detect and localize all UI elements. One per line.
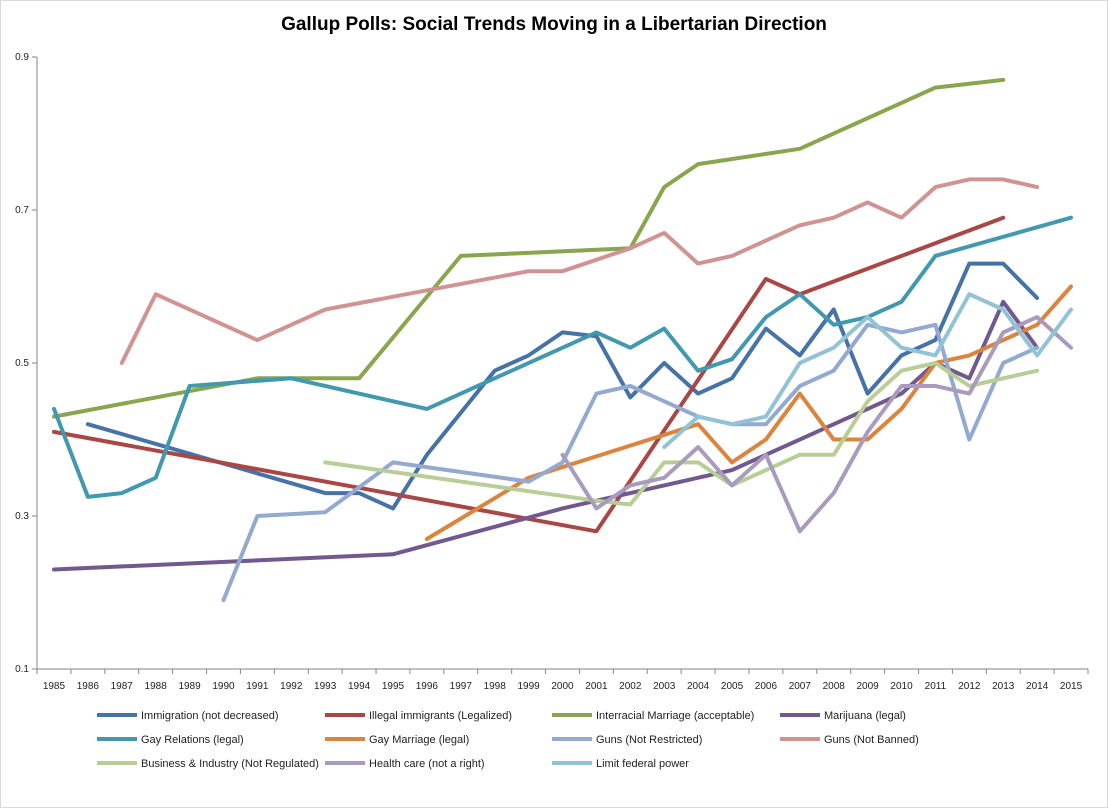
- x-tick-label: 2006: [755, 681, 778, 692]
- y-tick-label: 0.9: [15, 52, 29, 63]
- x-tick-label: 1992: [280, 681, 303, 692]
- x-tick-label: 2014: [1026, 681, 1049, 692]
- x-tick-label: 2004: [687, 681, 710, 692]
- x-tick-label: 2000: [551, 681, 574, 692]
- x-tick-label: 2013: [992, 681, 1015, 692]
- x-tick-label: 1995: [382, 681, 405, 692]
- x-tick-label: 2012: [958, 681, 981, 692]
- series-line-8: [323, 361, 1040, 507]
- legend-label: Marijuana (legal): [824, 710, 906, 722]
- series-line-10: [662, 292, 1073, 450]
- y-tick-label: 0.5: [15, 358, 29, 369]
- x-tick-label: 1994: [348, 681, 371, 692]
- x-tick-label: 1985: [43, 681, 66, 692]
- x-tick-label: 1993: [314, 681, 337, 692]
- x-tick-label: 1996: [416, 681, 439, 692]
- y-tick-label: 0.7: [15, 205, 29, 216]
- x-tick-label: 2011: [925, 681, 947, 692]
- series-line-7: [119, 177, 1040, 365]
- x-tick-label: 1988: [145, 681, 168, 692]
- x-tick-label: 1987: [111, 681, 134, 692]
- x-tick-label: 1991: [246, 681, 269, 692]
- series-line-0: [85, 261, 1040, 511]
- legend-label: Immigration (not decreased): [141, 710, 279, 722]
- x-tick-label: 1999: [517, 681, 540, 692]
- legend-label: Guns (Not Restricted): [596, 734, 702, 746]
- legend-label: Health care (not a right): [369, 758, 485, 770]
- y-tick-label: 0.1: [15, 664, 29, 675]
- x-tick-label: 1997: [450, 681, 473, 692]
- x-tick-label: 1990: [212, 681, 235, 692]
- x-tick-label: 2010: [890, 681, 913, 692]
- legend-label: Business & Industry (Not Regulated): [141, 758, 319, 770]
- x-tick-label: 1989: [178, 681, 201, 692]
- series-line-3: [52, 299, 1040, 572]
- x-tick-label: 2008: [823, 681, 846, 692]
- x-tick-label: 2005: [721, 681, 744, 692]
- x-tick-label: 2003: [653, 681, 676, 692]
- series-line-5: [424, 284, 1073, 541]
- series-line-2: [52, 77, 1006, 419]
- legend-label: Limit federal power: [596, 758, 689, 770]
- chart-title: Gallup Polls: Social Trends Moving in a …: [281, 14, 827, 35]
- x-tick-label: 2001: [585, 681, 608, 692]
- y-tick-label: 0.3: [15, 511, 29, 522]
- legend-label: Gay Relations (legal): [141, 734, 244, 746]
- x-tick-label: 2015: [1060, 681, 1083, 692]
- x-tick-label: 1986: [77, 681, 100, 692]
- x-tick-label: 2009: [857, 681, 880, 692]
- x-tick-label: 2002: [619, 681, 642, 692]
- legend-label: Guns (Not Banned): [824, 734, 919, 746]
- series-line-1: [52, 215, 1006, 534]
- legend-label: Gay Marriage (legal): [369, 734, 469, 746]
- x-tick-label: 2007: [789, 681, 812, 692]
- legend-label: Illegal immigrants (Legalized): [369, 710, 512, 722]
- x-tick-label: 1998: [484, 681, 507, 692]
- legend-label: Interracial Marriage (acceptable): [596, 710, 754, 722]
- series-line-9: [560, 315, 1073, 534]
